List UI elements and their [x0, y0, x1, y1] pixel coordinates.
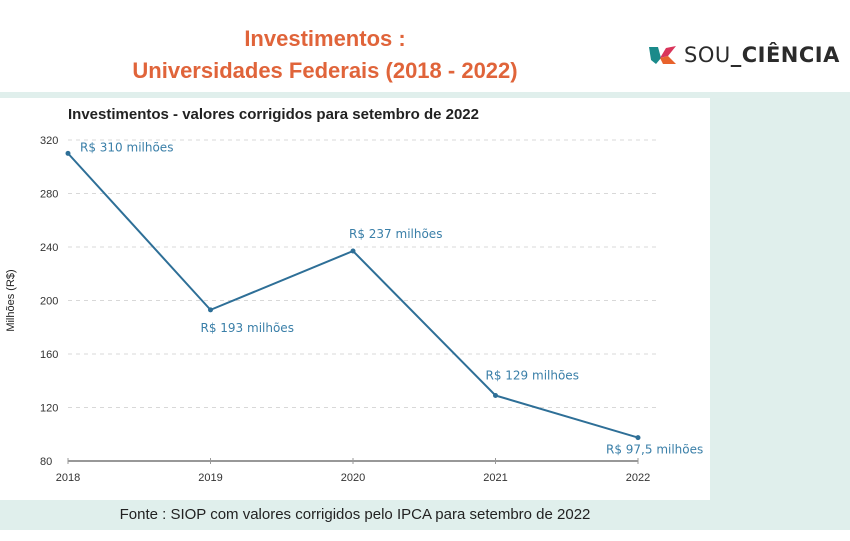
series-line [67, 152, 639, 439]
data-label: R$ 193 milhões [201, 321, 294, 335]
sou-ciencia-logo: SOU_CIÊNCIA [648, 42, 840, 68]
y-tick-label: 200 [40, 296, 58, 308]
x-tick-label: 2021 [483, 472, 507, 484]
data-labels: R$ 310 milhões R$ 193 milhões R$ 237 milhõ… [80, 140, 703, 456]
y-axis-ticks: 80 120 160 200 240 280 320 [40, 135, 58, 468]
data-point [635, 435, 641, 441]
y-tick-label: 120 [40, 403, 58, 415]
x-tick-label: 2020 [341, 472, 365, 484]
data-label: R$ 310 milhões [80, 140, 173, 154]
line-chart: 80 120 160 200 240 280 320 2018 2019 2020 2021 202… [5, 135, 703, 484]
source-note: Fonte : SIOP com valores corrigidos pelo… [119, 506, 591, 523]
y-axis-label: Milhões (R$) [5, 269, 17, 331]
x-axis: 2018 2019 2020 2021 2022 [56, 458, 650, 484]
data-point [493, 392, 498, 398]
data-label: R$ 237 milhões [349, 227, 442, 241]
page-title-line1: Investimentos : [244, 26, 406, 51]
chart-panel [0, 98, 710, 500]
data-point [208, 307, 213, 313]
chart-title: Investimentos - valores corrigidos para … [68, 106, 479, 123]
page-title-line2: Universidades Federais (2018 - 2022) [132, 58, 518, 83]
y-tick-label: 280 [40, 189, 58, 201]
data-label: R$ 129 milhões [486, 368, 579, 382]
y-tick-label: 320 [40, 135, 58, 147]
x-tick-label: 2019 [198, 472, 222, 484]
data-label: R$ 97,5 milhões [606, 443, 703, 457]
logo-text: SOU_CIÊNCIA [684, 43, 840, 67]
data-point [65, 150, 71, 156]
x-tick-label: 2022 [626, 472, 650, 484]
series-line-investimentos [67, 152, 639, 439]
data-point [350, 248, 356, 254]
data-points [65, 150, 641, 441]
gridlines [68, 139, 658, 408]
sou-ciencia-logo-icon [649, 46, 676, 64]
y-tick-label: 80 [40, 456, 52, 468]
y-tick-label: 160 [40, 349, 58, 361]
y-tick-label: 240 [40, 242, 58, 254]
x-tick-label: 2018 [56, 472, 80, 484]
